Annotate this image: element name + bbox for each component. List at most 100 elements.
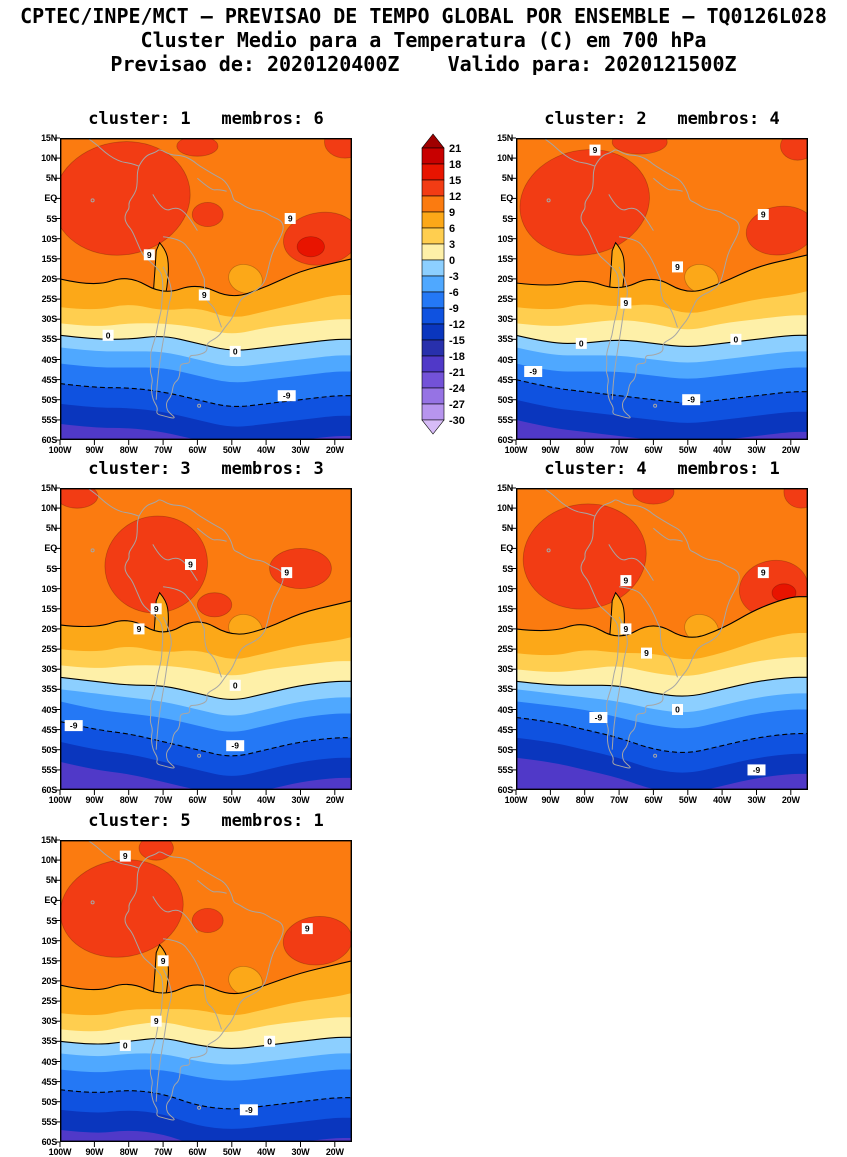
panel-title: cluster: 3 membros: 3 (88, 459, 324, 479)
svg-text:9: 9 (137, 624, 142, 634)
lat-tick-label: 15S (41, 253, 58, 264)
lon-tick-label: 90W (85, 445, 104, 455)
lat-tick-label: 30S (497, 664, 514, 675)
lon-tick-label: 80W (119, 445, 138, 455)
lat-tick-label: 10S (41, 583, 58, 594)
lat-tick-label: 15S (41, 603, 58, 614)
lat-tick-label: 45S (41, 374, 58, 385)
lon-tick-label: 90W (85, 795, 104, 805)
lon-tick-label: 70W (610, 795, 629, 805)
svg-text:0: 0 (106, 330, 111, 340)
lat-tick-label: 5N (45, 875, 57, 886)
lon-axis: 100W 90W 80W 70W 60W 50W 40W 30W 20W (49, 795, 352, 809)
svg-text:9: 9 (154, 604, 159, 614)
temperature-map-cluster-2: 9 9 9 9 0 0 -9 -9 (511, 137, 809, 445)
panel-cluster-4: cluster: 4 membros: 1 15N 10N 5N EQ 5S 10S 15S… (484, 456, 810, 810)
svg-text:9: 9 (644, 648, 649, 658)
lon-tick-label: 50W (678, 795, 697, 805)
svg-text:-9: -9 (753, 765, 761, 775)
lon-axis: 100W 90W 80W 70W 60W 50W 40W 30W 20W (49, 1147, 352, 1157)
lat-axis: 15N 10N 5N EQ 5S 10S 15S 20S 25S 30S 35S 40S 45S 50S 5… (484, 483, 514, 795)
svg-text:9: 9 (761, 210, 766, 220)
lon-axis: 100W 90W 80W 70W 60W 50W 40W 30W 20W (505, 795, 808, 809)
lon-tick-label: 100W (48, 445, 72, 455)
lat-axis: 15N 10N 5N EQ 5S 10S 15S 20S 25S 30S 35S 40S 45S 50S 5… (484, 133, 514, 445)
lon-tick-label: 30W (291, 1147, 310, 1157)
panel-title: cluster: 4 membros: 1 (544, 459, 780, 479)
lat-tick-label: 5N (501, 523, 513, 534)
svg-text:9: 9 (624, 298, 629, 308)
temperature-map-cluster-4: 9 9 9 9 0 -9 -9 (511, 487, 809, 795)
lat-tick-label: 40S (41, 354, 58, 365)
lat-tick-label: 25S (41, 996, 58, 1007)
lon-tick-label: 40W (257, 445, 276, 455)
lat-tick-label: 10S (497, 583, 514, 594)
scale-value-label: 9 (449, 207, 455, 219)
svg-text:9: 9 (305, 924, 310, 934)
lat-tick-label: 10N (41, 503, 57, 514)
svg-text:-9: -9 (687, 395, 695, 405)
lon-tick-label: 80W (575, 795, 594, 805)
lon-tick-label: 100W (504, 795, 528, 805)
lat-tick-label: 25S (41, 294, 58, 305)
temperature-map-cluster-5: 9 9 9 9 0 0 -9 (55, 839, 353, 1147)
figure-title-line3: Previsao de: 2020120400Z Valido para: 20… (110, 52, 737, 76)
lat-tick-label: 60S (497, 785, 514, 795)
svg-text:9: 9 (624, 624, 629, 634)
svg-text:0: 0 (233, 346, 238, 356)
lat-tick-label: 35S (497, 334, 514, 345)
lon-tick-label: 40W (713, 795, 732, 805)
svg-text:9: 9 (188, 560, 193, 570)
scale-value-label: 3 (449, 239, 455, 251)
scale-value-label: -27 (449, 399, 465, 411)
color-scale-bar: 21 18 15 12 9 6 3 0 -3 -6 -9 -12 -15 -18 -21 -24 -27 -30 (421, 133, 466, 435)
lat-axis: 15N 10N 5N EQ 5S 10S 15S 20S 25S 30S 35S 40S 45S 50S 5… (28, 483, 58, 795)
lat-tick-label: 15N (41, 835, 57, 845)
lon-tick-label: 60W (644, 445, 663, 455)
lat-tick-label: 10N (497, 503, 513, 514)
lon-tick-label: 70W (154, 795, 173, 805)
lon-tick-label: 20W (781, 445, 800, 455)
svg-text:9: 9 (284, 568, 289, 578)
scale-value-label: -6 (449, 287, 459, 299)
temperature-map-cluster-3: 9 9 9 9 0 -9 -9 (55, 487, 353, 795)
lon-tick-label: 50W (678, 445, 697, 455)
svg-text:0: 0 (579, 338, 584, 348)
lon-tick-label: 20W (325, 445, 344, 455)
lat-tick-label: 50S (41, 744, 58, 755)
scale-value-label: 18 (449, 159, 461, 171)
lat-tick-label: 50S (41, 1096, 58, 1107)
scale-value-label: -12 (449, 319, 465, 331)
lat-tick-label: 40S (497, 704, 514, 715)
scale-value-label: -9 (449, 303, 459, 315)
scale-value-label: -24 (449, 383, 466, 395)
lat-tick-label: 5S (46, 915, 57, 926)
temperature-map-cluster-1: 9 9 9 0 0 -9 (55, 137, 353, 445)
lat-tick-label: 25S (497, 294, 514, 305)
lat-tick-label: 45S (497, 374, 514, 385)
scale-value-label: 21 (449, 143, 461, 155)
svg-text:0: 0 (267, 1036, 272, 1046)
lat-tick-label: 5N (45, 523, 57, 534)
panel-title: cluster: 2 membros: 4 (544, 109, 780, 129)
lat-tick-label: 35S (41, 1036, 58, 1047)
lon-tick-label: 20W (325, 795, 344, 805)
svg-text:9: 9 (288, 214, 293, 224)
panel-title: cluster: 5 membros: 1 (88, 811, 324, 831)
lat-tick-label: 20S (497, 623, 514, 634)
figure-title-line1: CPTEC/INPE/MCT — PREVISAO DE TEMPO GLOBA… (20, 4, 827, 28)
panel-cluster-5: cluster: 5 membros: 1 15N 10N 5N EQ 5S 10S 15S… (28, 808, 354, 1157)
lon-tick-label: 60W (188, 1147, 207, 1157)
lat-tick-label: 45S (41, 1076, 58, 1087)
lat-tick-label: 40S (41, 1056, 58, 1067)
lat-tick-label: 60S (497, 435, 514, 445)
svg-text:9: 9 (123, 851, 128, 861)
panel-cluster-3: cluster: 3 membros: 3 15N 10N 5N EQ 5S 10S 15S… (28, 456, 354, 810)
lat-tick-label: EQ (500, 543, 513, 554)
lat-tick-label: 55S (41, 1116, 58, 1127)
svg-text:0: 0 (675, 705, 680, 715)
lon-tick-label: 60W (188, 445, 207, 455)
lat-tick-label: 10S (41, 233, 58, 244)
lon-tick-label: 90W (85, 1147, 104, 1157)
